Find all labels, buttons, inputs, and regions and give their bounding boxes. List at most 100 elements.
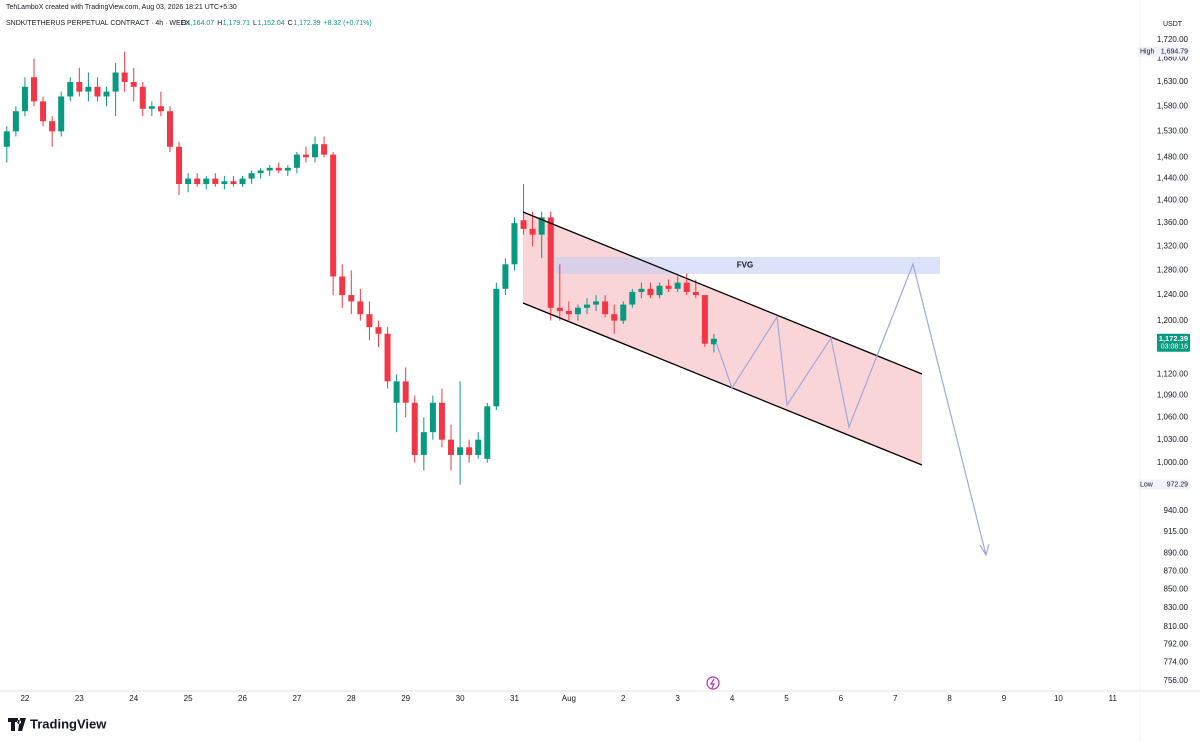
high_label-value: 1,694.79	[1161, 48, 1188, 55]
y-tick-label: 1,030.00	[1157, 435, 1189, 444]
y-tick-label: 810.00	[1164, 622, 1189, 631]
x-tick-label: 27	[292, 694, 301, 703]
candle-body	[457, 447, 464, 455]
ohlc-key: L	[253, 20, 257, 27]
candle-body	[3, 131, 10, 147]
x-tick-label: 9	[1002, 694, 1007, 703]
candle-body	[493, 288, 500, 407]
candle-body	[176, 146, 183, 185]
candle-body	[40, 101, 47, 122]
high_label-tag-bg	[1138, 46, 1158, 57]
fvg-zone	[556, 257, 940, 274]
y-tick-label: 1,280.00	[1157, 265, 1189, 274]
y-tick-label: 940.00	[1164, 506, 1189, 515]
ohlc-value: +8.32 (+0.71%)	[323, 20, 371, 27]
y-tick-label: 850.00	[1164, 584, 1189, 593]
y-tick-label: 1,440.00	[1157, 174, 1189, 183]
candle-body	[602, 301, 609, 315]
ohlc-key: O	[181, 20, 187, 27]
candle-body	[583, 304, 590, 308]
x-tick-label: 31	[510, 694, 519, 703]
low_label-value: 972.29	[1167, 481, 1189, 488]
fvg-label: FVG	[737, 261, 753, 270]
candle-body	[565, 310, 572, 315]
candle-body	[448, 439, 455, 455]
x-tick-label: 6	[839, 694, 844, 703]
candle-body	[710, 338, 717, 345]
candle-body	[284, 167, 291, 171]
candle-body	[302, 154, 309, 158]
x-tick-label: 8	[947, 694, 952, 703]
ohlc-value: 1,164.07	[187, 20, 214, 27]
x-tick-label: 4	[730, 694, 735, 703]
x-tick-label: 24	[129, 694, 138, 703]
ohlc-value: 1,179.71	[223, 20, 250, 27]
candle-body	[30, 77, 37, 102]
candle-body	[230, 181, 237, 185]
currency: USDT	[1163, 21, 1183, 28]
candle-body	[94, 86, 101, 97]
candle-body	[574, 307, 581, 315]
y-tick-label: 1,000.00	[1157, 458, 1189, 467]
candle-body	[12, 111, 19, 132]
candle-body	[58, 96, 65, 132]
y-tick-label: 1,480.00	[1157, 152, 1189, 161]
candle-body	[185, 178, 192, 185]
candle-body	[239, 178, 246, 185]
candle-body	[21, 86, 28, 112]
candle-body	[139, 86, 146, 109]
channel-lower	[522, 302, 923, 466]
candle-body	[293, 154, 300, 168]
y-tick-label: 870.00	[1164, 566, 1189, 575]
event-icon[interactable]	[706, 676, 720, 690]
candle-body	[538, 217, 545, 235]
candle-body	[402, 381, 409, 403]
candle-body	[85, 86, 92, 92]
event-icon-bolt	[709, 678, 715, 689]
y-tick-label: 1,360.00	[1157, 218, 1189, 227]
y-tick-label: 1,630.00	[1157, 77, 1189, 86]
logo-mark	[8, 718, 26, 731]
low_label-value-bg	[1158, 479, 1190, 490]
candle-body	[112, 72, 119, 92]
x-tick-label: 2	[621, 694, 626, 703]
y-tick-label: 756.00	[1164, 676, 1189, 685]
candle-body	[556, 307, 563, 311]
y-tick-label: 1,320.00	[1157, 241, 1189, 250]
candle-body	[593, 301, 600, 305]
ohlc-value: 1,172.39	[293, 20, 320, 27]
y-tick-label: 830.00	[1164, 603, 1189, 612]
projection-path	[715, 262, 987, 556]
candle-body	[656, 285, 663, 296]
x-tick-label: 28	[347, 694, 356, 703]
countdown: 03:08:16	[1161, 344, 1188, 351]
candle-body	[484, 406, 491, 459]
x-tick-label: 25	[184, 694, 193, 703]
logo: TradingView	[30, 716, 107, 731]
x-tick-label: 29	[401, 694, 410, 703]
candle-body	[620, 304, 627, 321]
candle-body	[375, 327, 382, 334]
candle-body	[266, 167, 273, 171]
y-tick-label: 1,120.00	[1157, 370, 1189, 379]
candle-body	[221, 181, 228, 185]
candle-body	[701, 295, 708, 344]
y-tick-label: 1,580.00	[1157, 101, 1189, 110]
symbol: SNDK/TETHERUS PERPETUAL CONTRACT · 4h · …	[6, 20, 190, 27]
candle-body	[429, 402, 436, 433]
candle-body	[466, 447, 473, 455]
y-tick-label: 792.00	[1164, 640, 1189, 649]
channel-upper	[522, 211, 923, 375]
x-tick-label: 30	[456, 694, 465, 703]
candle-body	[330, 154, 337, 277]
candle-body	[384, 333, 391, 382]
candle-body	[547, 217, 554, 308]
x-tick-label: 3	[675, 694, 680, 703]
y-tick-label: 1,200.00	[1157, 316, 1189, 325]
candle-body	[339, 276, 346, 296]
candle-body	[121, 72, 128, 83]
candle-body	[76, 82, 83, 92]
candle-body	[321, 144, 328, 155]
x-tick-label: 26	[238, 694, 247, 703]
